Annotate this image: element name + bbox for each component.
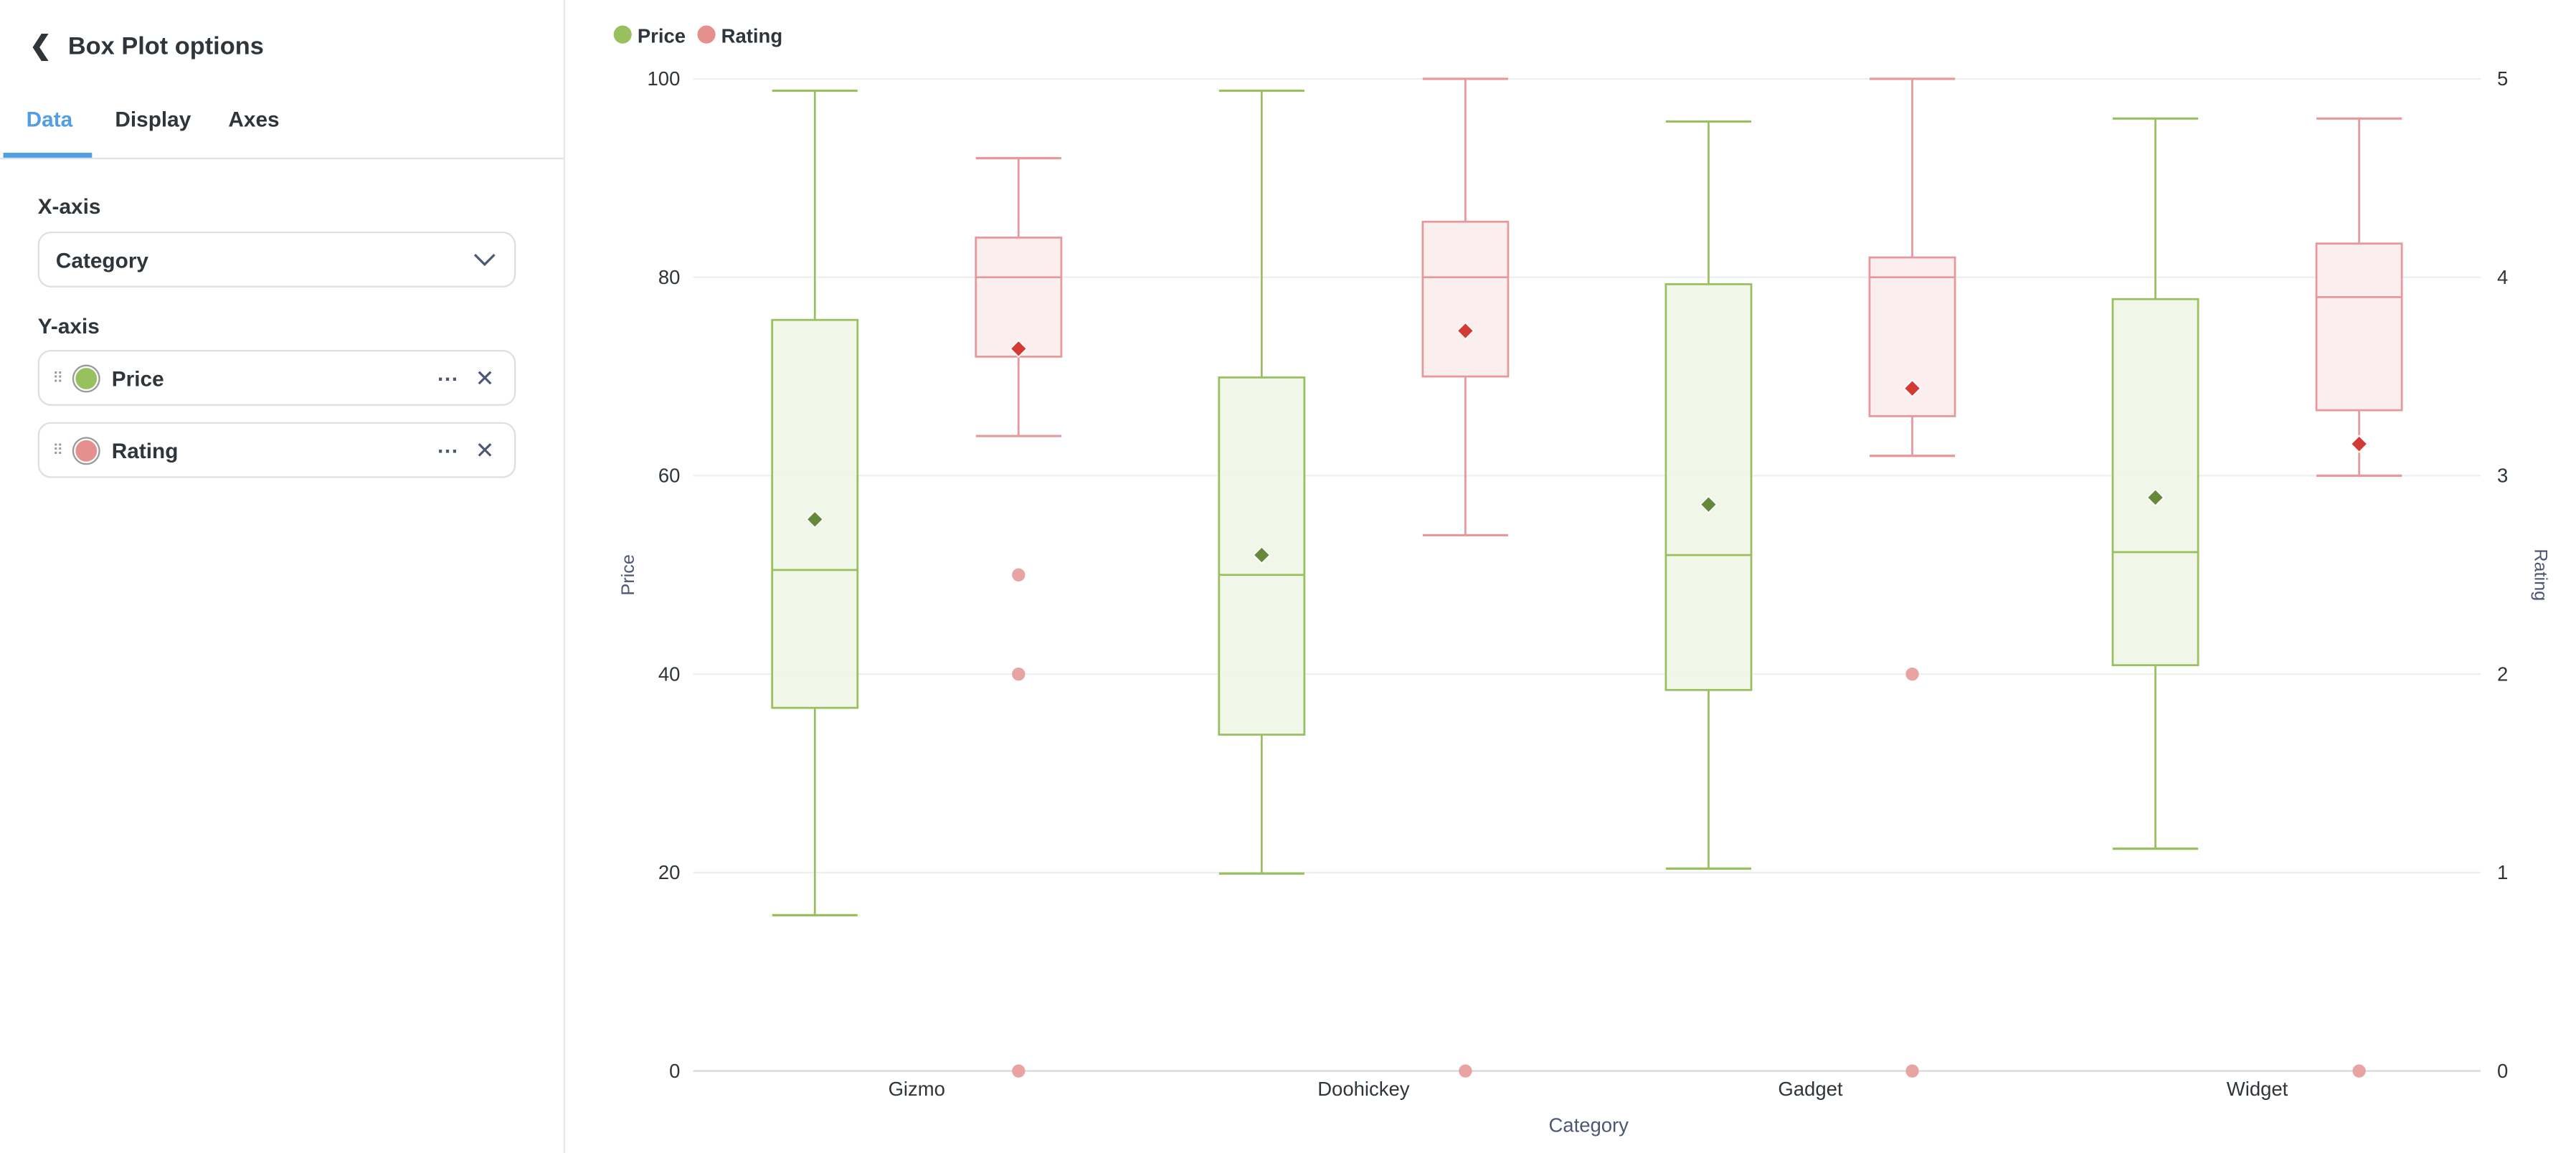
y-tick-right: 4 [2497, 266, 2508, 288]
mean-marker [1903, 379, 1922, 398]
y-tick-left: 0 [669, 1060, 680, 1082]
mean-marker [1009, 339, 1028, 359]
back-chevron-icon[interactable]: ❮ [29, 32, 52, 61]
legend-swatch-rating [697, 25, 716, 44]
close-icon[interactable]: ✕ [475, 436, 495, 462]
x-tick-label: Gadget [1778, 1078, 1842, 1100]
drag-handle-icon[interactable]: ⠿ [52, 369, 63, 386]
settings-sidebar: ❮ Box Plot options Data Display Axes X-a… [0, 0, 566, 1153]
y-axis-left-title: Price [618, 554, 638, 595]
x-tick-label: Gizmo [889, 1078, 945, 1100]
sidebar-header: ❮ Box Plot options [29, 29, 264, 62]
outlier-point [1012, 1064, 1026, 1078]
mean-marker [2146, 488, 2165, 507]
x-axis-label: X-axis [37, 194, 101, 219]
x-axis-title: Category [1548, 1114, 1629, 1136]
mean-marker [805, 510, 824, 529]
mean-marker [1456, 321, 1475, 341]
y-tick-left: 80 [658, 266, 681, 288]
y-tick-right: 0 [2497, 1060, 2508, 1082]
y-series-item-rating[interactable]: ⠿ Rating ··· ✕ [37, 422, 516, 478]
box-price-gadget [1665, 120, 1753, 870]
x-tick-label: Widget [2227, 1078, 2288, 1100]
tab-display[interactable]: Display [115, 106, 191, 132]
x-tick-label: Doohickey [1317, 1078, 1410, 1100]
y-tick-left: 40 [658, 663, 681, 685]
tab-axes[interactable]: Axes [228, 106, 280, 132]
more-options-icon[interactable]: ··· [437, 437, 459, 462]
y-tick-right: 1 [2497, 861, 2508, 883]
iqr-box [975, 236, 1063, 358]
outlier-point [1012, 568, 1026, 582]
box-price-widget [2111, 117, 2199, 850]
box-rating-gizmo [975, 157, 1063, 1078]
box-rating-widget [2315, 117, 2403, 1078]
x-axis-select[interactable]: Category [37, 232, 516, 288]
y-series-item-price[interactable]: ⠿ Price ··· ✕ [37, 349, 516, 406]
outlier-point [1905, 1064, 1919, 1078]
legend: Price Rating [613, 25, 782, 47]
y-axis-right-title: Rating [2531, 549, 2551, 601]
y-axis-label: Y-axis [37, 313, 100, 338]
iqr-box [2111, 298, 2199, 667]
color-swatch[interactable] [74, 365, 99, 391]
legend-swatch-price [613, 25, 632, 44]
y-tick-right: 5 [2497, 67, 2508, 90]
outlier-point [1012, 667, 1026, 681]
chevron-down-icon [473, 252, 496, 265]
mean-marker [1699, 495, 1718, 514]
color-swatch[interactable] [74, 437, 99, 462]
mean-marker [2349, 435, 2369, 453]
box-price-doohickey [1218, 89, 1306, 875]
box-price-gizmo [771, 89, 859, 916]
mean-marker [1252, 546, 1272, 564]
box-rating-gadget [1868, 77, 1956, 1078]
more-options-icon[interactable]: ··· [437, 365, 459, 391]
iqr-box [1421, 220, 1510, 378]
tab-bar: Data Display Axes [0, 102, 564, 160]
iqr-box [1665, 283, 1753, 691]
sidebar-title: Box Plot options [67, 32, 264, 60]
series-label: Rating [111, 437, 179, 462]
y-tick-left: 20 [658, 861, 681, 883]
box-plot-chart: Price Rating 0 20 40 60 80 100 0 1 2 3 4 5 Gizmo Dooh… [613, 25, 2551, 1136]
y-tick-right: 3 [2497, 465, 2508, 487]
active-tab-indicator [3, 153, 93, 158]
outlier-point [1459, 1064, 1472, 1078]
legend-label-price[interactable]: Price [638, 25, 686, 47]
x-axis-value: Category [55, 247, 148, 272]
outlier-point [2352, 1064, 2366, 1078]
tab-data[interactable]: Data [26, 106, 73, 132]
y-tick-left: 60 [658, 465, 681, 487]
series-label: Price [111, 365, 164, 391]
y-tick-right: 2 [2497, 663, 2508, 685]
legend-label-rating[interactable]: Rating [721, 25, 782, 47]
outlier-point [1905, 667, 1919, 681]
box-rating-doohickey [1421, 77, 1510, 1078]
drag-handle-icon[interactable]: ⠿ [52, 441, 63, 457]
y-tick-left: 100 [648, 67, 681, 90]
close-icon[interactable]: ✕ [475, 364, 495, 391]
iqr-box [2315, 242, 2403, 412]
